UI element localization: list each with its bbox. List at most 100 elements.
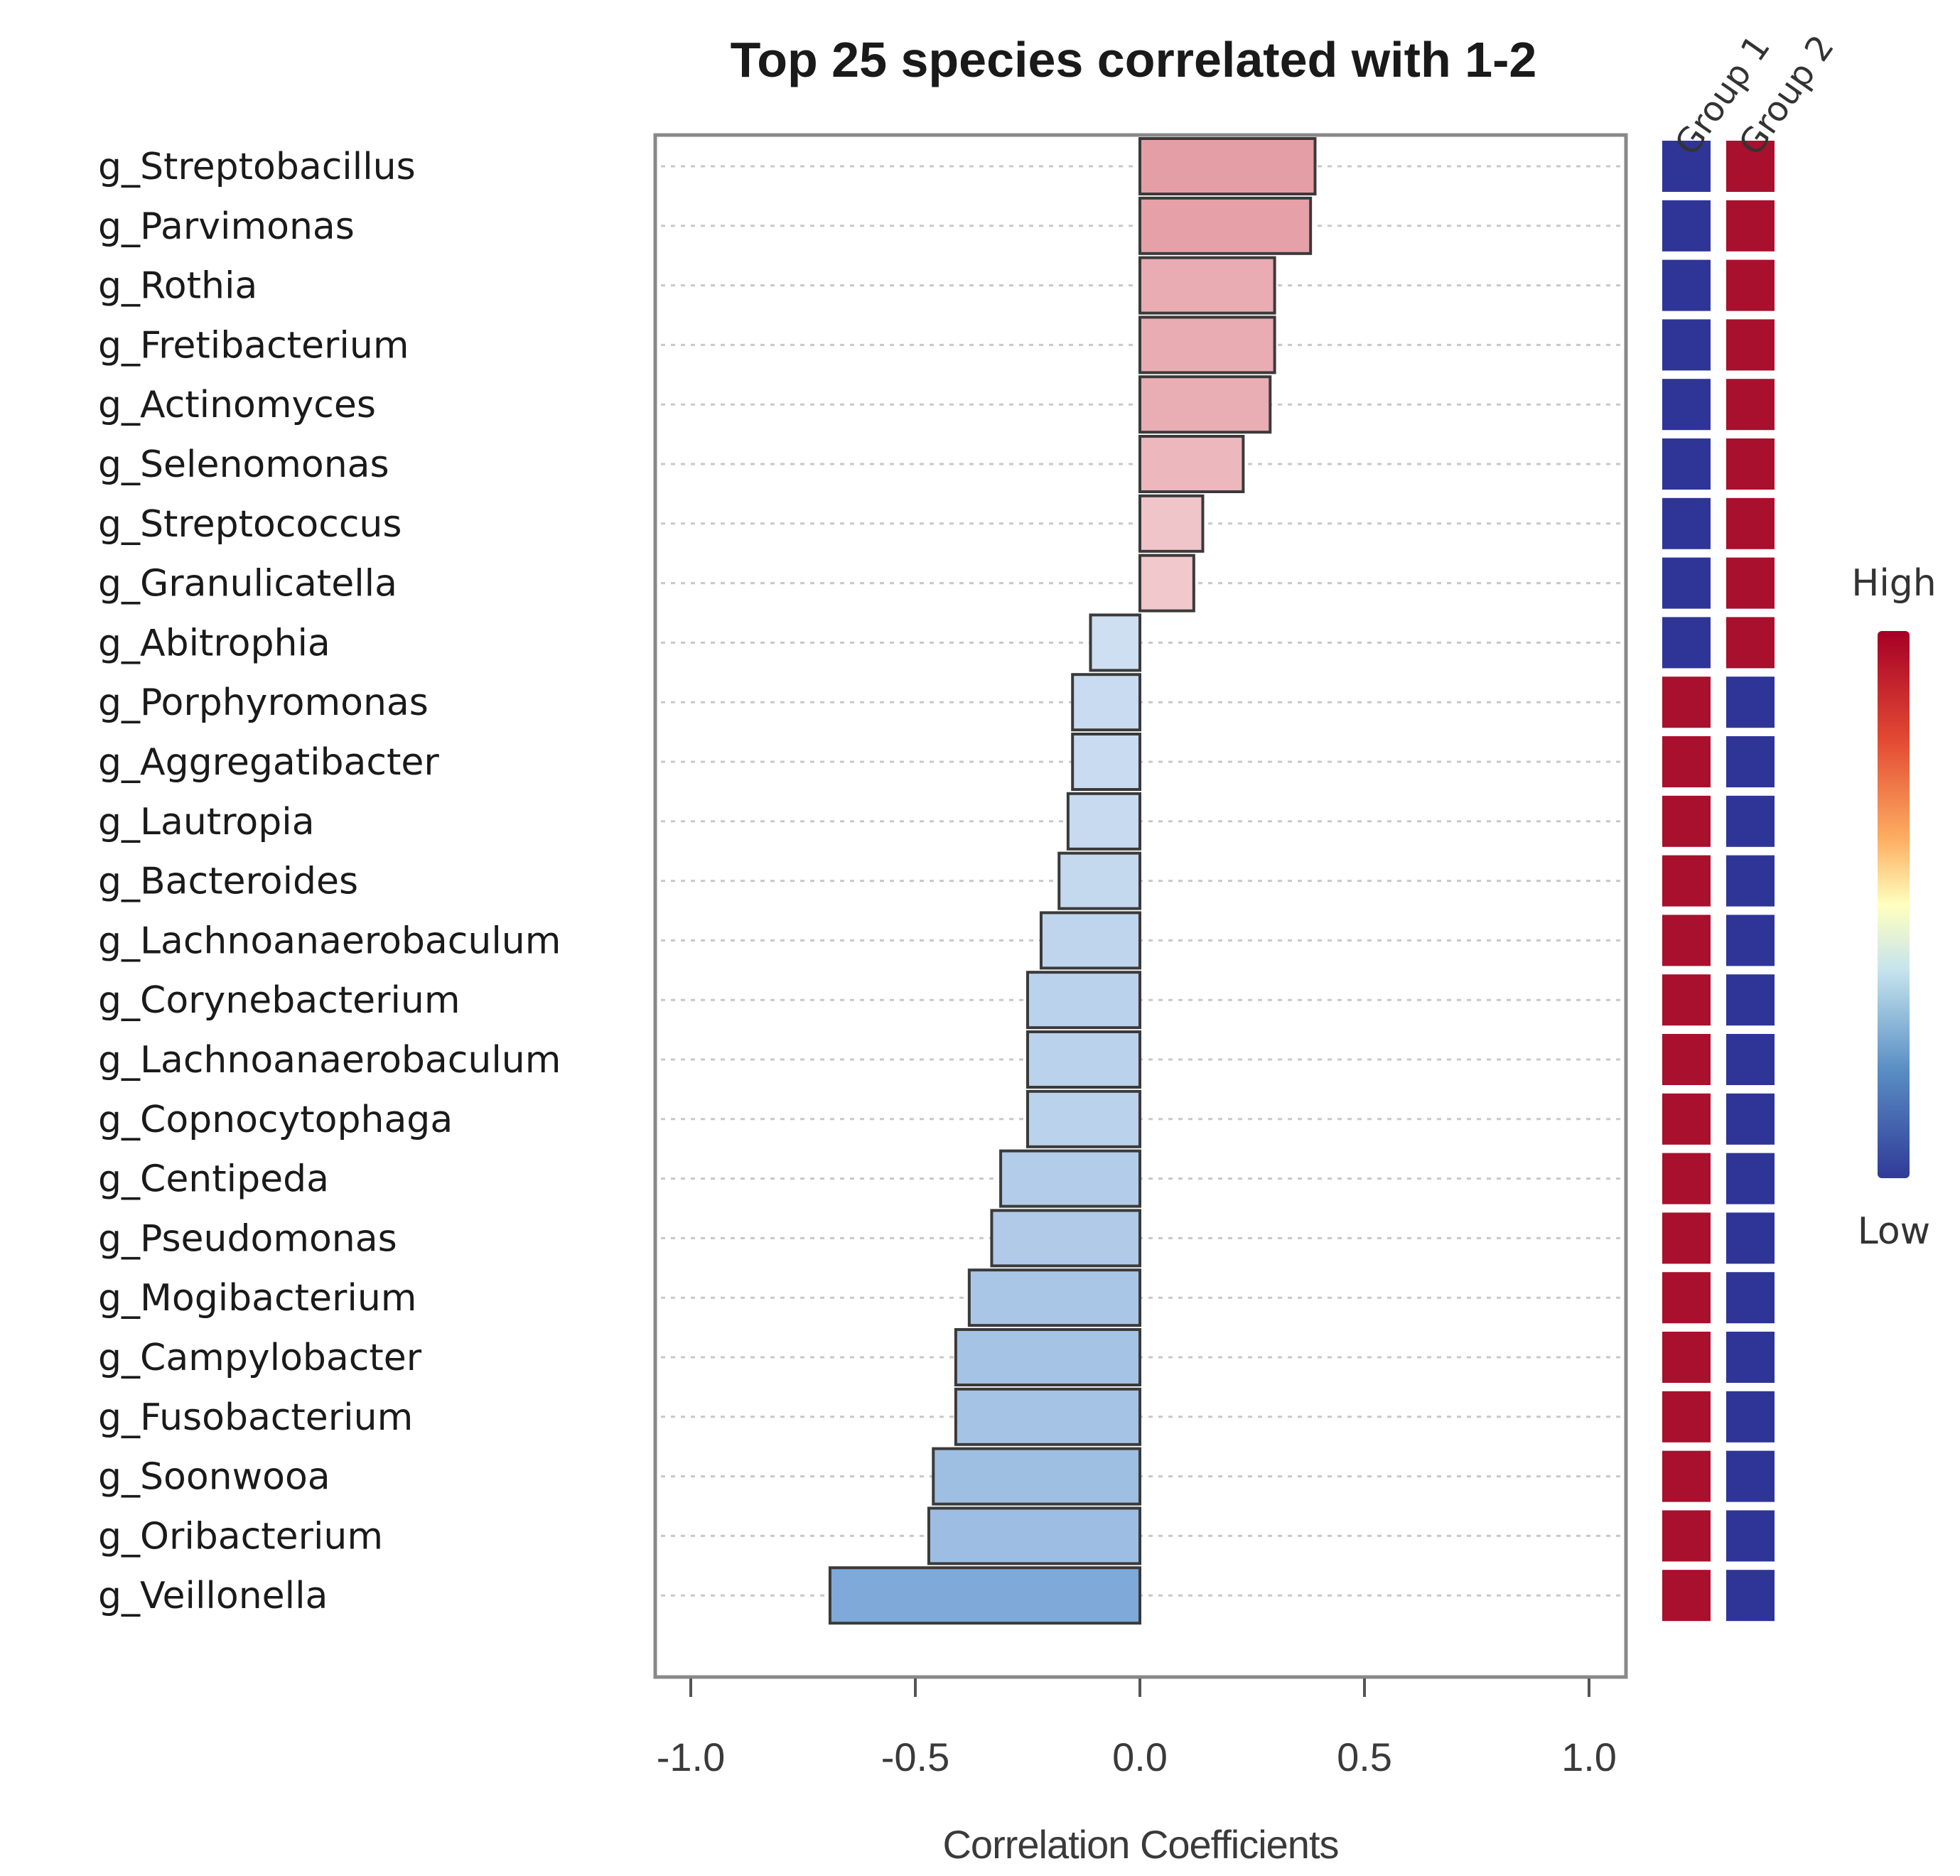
category-label: g_Fusobacterium [98,1396,413,1439]
x-tick-label: 1.0 [1561,1735,1617,1779]
heatmap-cell [1725,1330,1776,1384]
heatmap-cell [1725,1389,1776,1444]
bar [932,1447,1142,1506]
heatmap-cell [1725,735,1776,789]
heatmap-cell [1661,1271,1712,1325]
bar [1138,196,1313,255]
bar [954,1328,1141,1386]
heatmap-cell [1725,675,1776,730]
heatmap-cell [1725,377,1776,432]
category-label: g_Centipeda [98,1158,329,1201]
bar [1039,911,1141,970]
category-label: g_Parvimonas [98,205,355,248]
bar [990,1209,1141,1268]
heatmap-cell [1661,1033,1712,1087]
category-label: g_Mogibacterium [98,1277,416,1320]
bar [1138,494,1205,553]
bar [1138,375,1272,434]
heatmap-cell [1661,615,1712,670]
heatmap-cell [1725,794,1776,848]
bar [828,1566,1142,1625]
heatmap-cell [1661,794,1712,848]
bar [1071,733,1141,791]
heatmap-cell [1661,1091,1712,1146]
bar [1071,673,1141,732]
heatmap-cell [1661,258,1712,313]
heatmap-cell [1725,139,1776,193]
heatmap-cell [1725,1091,1776,1146]
heatmap-cell [1725,318,1776,372]
bar [1057,851,1141,910]
category-label: g_Actinomyces [98,384,376,426]
heatmap-cell [1661,556,1712,610]
category-label: g_Streptobacillus [98,146,416,188]
heatmap-cell [1661,1151,1712,1206]
x-tick-label: 0.0 [1112,1735,1168,1779]
heatmap-cell [1661,735,1712,789]
heatmap-cell [1725,1449,1776,1504]
colorbar-high-label: High [1851,562,1937,605]
category-label: g_Granulicatella [98,563,397,605]
bar [1026,1089,1141,1148]
colorbar-low-label: Low [1858,1210,1930,1253]
heatmap-cell [1725,1271,1776,1325]
bar [927,1506,1141,1565]
heatmap-cell [1725,198,1776,253]
category-label: g_Aggregatibacter [98,741,439,784]
heatmap-cell [1661,377,1712,432]
bar [954,1387,1141,1446]
heatmap-cell [1661,139,1712,193]
x-axis-label: Correlation Coefficients [942,1822,1338,1867]
category-label: g_Lachnoanaerobaculum [98,920,561,962]
category-label: g_Selenomonas [98,443,389,486]
category-label: g_Pseudomonas [98,1217,397,1260]
heatmap-cell [1725,1211,1776,1266]
category-label: g_Campylobacter [98,1337,422,1379]
heatmap-cell [1725,258,1776,313]
heatmap-cell [1661,1568,1712,1623]
heatmap-cell [1725,556,1776,610]
chart-title: Top 25 species correlated with 1-2 [731,32,1537,87]
heatmap-cell [1725,1568,1776,1623]
bar [1026,1030,1141,1089]
bar [1138,256,1276,315]
bar [1138,137,1317,195]
heatmap-cell [1661,318,1712,372]
heatmap-cell [1661,1330,1712,1384]
x-tick-label: -0.5 [881,1735,950,1779]
category-label: g_Lachnoanaerobaculum [98,1039,561,1082]
heatmap-cell [1725,973,1776,1028]
heatmap-cell [1661,1509,1712,1563]
x-tick-label: 0.5 [1337,1735,1392,1779]
category-label: g_Veillonella [98,1575,328,1617]
bar [1066,792,1142,851]
category-label: g_Soonwooa [98,1456,330,1499]
heatmap-cell [1725,1033,1776,1087]
heatmap-cell [1661,913,1712,968]
category-label: g_Corynebacterium [98,979,461,1022]
heatmap-cell [1725,437,1776,491]
heatmap-cell [1725,913,1776,968]
heatmap-cell [1661,198,1712,253]
bar [1138,435,1245,493]
heatmap-cell [1725,1151,1776,1206]
bar [1026,971,1141,1030]
heatmap-cell [1725,1509,1776,1563]
bar [1089,613,1141,672]
heatmap-cell [1661,1389,1712,1444]
category-label: g_Fretibacterium [98,324,409,367]
heatmap-cell [1661,973,1712,1028]
bar [967,1268,1141,1327]
heatmap-cell [1661,853,1712,908]
category-label: g_Streptococcus [98,503,402,546]
heatmap-cell [1725,615,1776,670]
heatmap-cell [1661,437,1712,491]
heatmap-cell [1661,1211,1712,1266]
category-label: g_Abitrophia [98,622,330,664]
category-label: g_Porphyromonas [98,681,429,724]
category-label: g_Oribacterium [98,1515,383,1558]
x-tick-label: -1.0 [657,1735,726,1779]
heatmap-cell [1661,675,1712,730]
category-label: g_Bacteroides [98,861,358,903]
